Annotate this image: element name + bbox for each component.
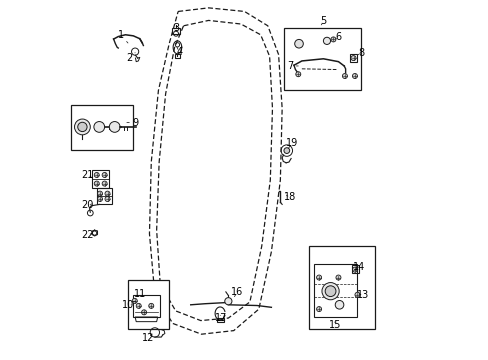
Circle shape <box>330 37 335 42</box>
Circle shape <box>354 292 359 297</box>
Circle shape <box>148 303 153 309</box>
Circle shape <box>94 181 99 186</box>
Circle shape <box>74 119 90 135</box>
Circle shape <box>224 298 231 305</box>
Circle shape <box>316 307 321 312</box>
Text: 14: 14 <box>352 262 365 272</box>
Bar <box>172 28 180 34</box>
Circle shape <box>142 310 146 315</box>
Text: 1: 1 <box>118 30 128 43</box>
Circle shape <box>94 172 99 177</box>
Circle shape <box>295 72 300 77</box>
Text: 6: 6 <box>335 32 341 41</box>
Text: 19: 19 <box>285 139 297 148</box>
Text: 20: 20 <box>81 200 93 210</box>
Bar <box>70 105 133 149</box>
Text: 11: 11 <box>133 289 145 299</box>
Circle shape <box>321 283 339 300</box>
Bar <box>308 246 375 329</box>
Circle shape <box>294 40 303 48</box>
Text: 15: 15 <box>328 320 340 330</box>
Bar <box>97 188 112 204</box>
Text: 17: 17 <box>215 313 227 323</box>
Bar <box>313 264 356 317</box>
Circle shape <box>352 267 357 272</box>
Text: 5: 5 <box>320 17 326 27</box>
Circle shape <box>335 301 343 309</box>
Circle shape <box>97 191 102 196</box>
Circle shape <box>97 197 102 202</box>
Bar <box>128 280 169 329</box>
Bar <box>133 295 160 317</box>
Circle shape <box>136 303 141 309</box>
Text: 3: 3 <box>173 23 179 33</box>
Circle shape <box>132 298 137 303</box>
Circle shape <box>102 181 107 186</box>
Circle shape <box>352 73 357 78</box>
Text: 21: 21 <box>81 170 93 180</box>
Circle shape <box>335 275 340 280</box>
Bar <box>175 54 180 58</box>
Text: 13: 13 <box>357 291 369 301</box>
Text: 4: 4 <box>176 47 182 57</box>
Text: 18: 18 <box>284 192 296 202</box>
Circle shape <box>284 148 289 153</box>
Text: 22: 22 <box>81 230 94 239</box>
Bar <box>351 265 358 273</box>
Circle shape <box>78 122 87 132</box>
Circle shape <box>105 197 110 202</box>
Circle shape <box>105 191 110 196</box>
Text: 12: 12 <box>142 333 154 343</box>
Bar <box>284 28 360 90</box>
Text: 7: 7 <box>286 61 298 71</box>
Text: 2: 2 <box>125 53 135 63</box>
Text: 8: 8 <box>357 48 364 58</box>
Circle shape <box>350 55 355 60</box>
Text: 10: 10 <box>122 300 134 310</box>
Bar <box>349 54 356 62</box>
Circle shape <box>325 286 335 297</box>
Bar <box>216 318 223 321</box>
Bar <box>92 170 109 188</box>
Circle shape <box>94 122 104 132</box>
Circle shape <box>323 37 330 44</box>
Text: 16: 16 <box>231 287 243 297</box>
Circle shape <box>109 122 120 132</box>
Text: 9: 9 <box>126 118 138 128</box>
Circle shape <box>102 172 107 177</box>
Circle shape <box>342 73 346 78</box>
Circle shape <box>316 275 321 280</box>
